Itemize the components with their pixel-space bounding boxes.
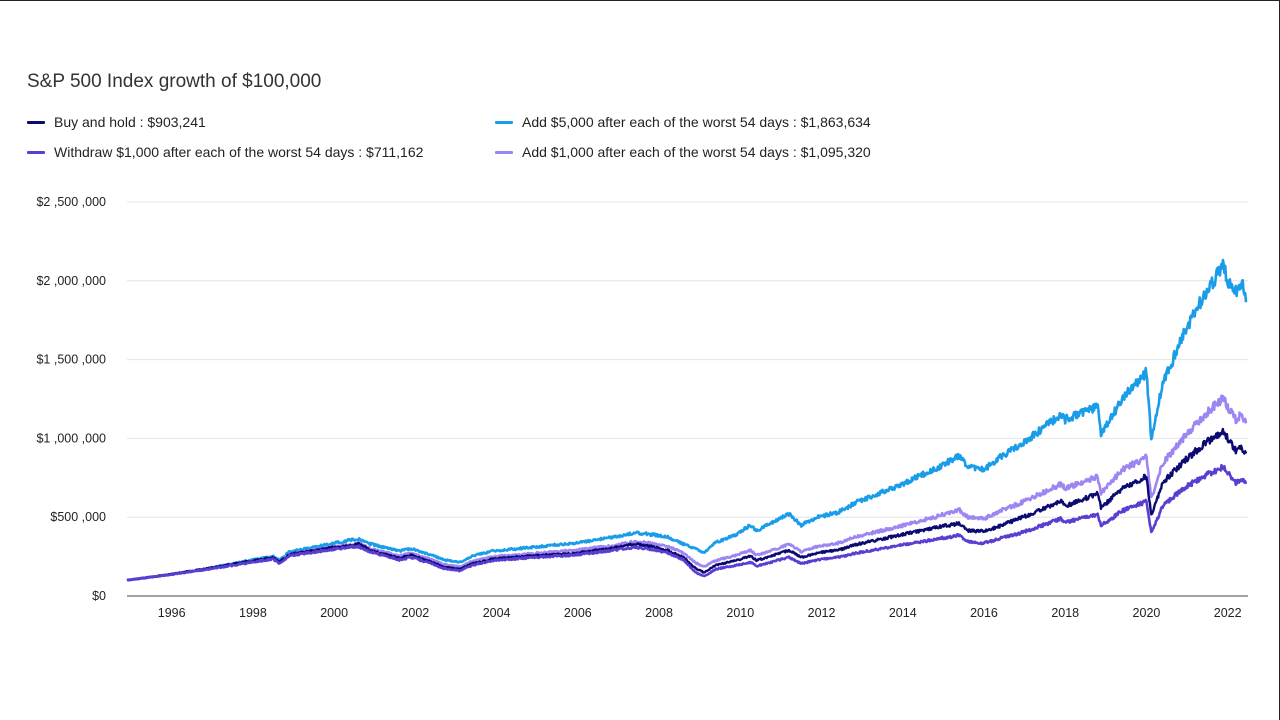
x-tick-label: 2004 — [483, 606, 511, 620]
x-tick-label: 1998 — [239, 606, 267, 620]
legend-item-withdraw-1000: Withdraw $1,000 after each of the worst … — [27, 144, 423, 160]
x-tick-label: 2016 — [970, 606, 998, 620]
x-tick-label: 2008 — [645, 606, 673, 620]
chart-title: S&P 500 Index growth of $100,000 — [27, 71, 322, 92]
y-tick-label: $500 ,000 — [50, 510, 106, 524]
x-tick-label: 2006 — [564, 606, 592, 620]
y-tick-label: $1 ,500 ,000 — [36, 353, 106, 367]
legend-swatch-add-1000 — [495, 150, 513, 154]
y-tick-label: $2 ,000 ,000 — [36, 274, 106, 288]
legend-label-add-5000: Add $5,000 after each of the worst 54 da… — [522, 114, 871, 130]
legend-swatch-add-5000 — [495, 120, 513, 124]
x-tick-label: 1996 — [158, 606, 186, 620]
x-tick-label: 2020 — [1133, 606, 1161, 620]
legend-item-add-5000: Add $5,000 after each of the worst 54 da… — [495, 114, 871, 130]
grid-lines — [127, 201, 1248, 597]
y-axis: $0 $500 ,000 $1 ,000 ,000 $1 ,500 ,000 $2 ,0… — [36, 195, 106, 603]
x-tick-label: 2012 — [808, 606, 836, 620]
x-tick-label: 2010 — [726, 606, 754, 620]
y-tick-label: $2 ,500 ,000 — [36, 195, 106, 209]
legend-label-add-1000: Add $1,000 after each of the worst 54 da… — [522, 144, 871, 160]
x-tick-label: 2002 — [401, 606, 429, 620]
y-tick-label: $1 ,000 ,000 — [36, 431, 106, 445]
series-line-add-5000 — [126, 258, 1248, 582]
x-tick-label: 2000 — [320, 606, 348, 620]
series-line-withdraw-1000 — [126, 463, 1248, 582]
series-lines — [126, 258, 1248, 582]
y-tick-label: $0 — [92, 589, 106, 603]
x-tick-label: 2014 — [889, 606, 917, 620]
legend-item-add-1000: Add $1,000 after each of the worst 54 da… — [495, 144, 871, 160]
x-tick-label: 2022 — [1214, 606, 1242, 620]
legend-swatch-withdraw-1000 — [27, 150, 45, 154]
x-axis: 1996 1998 2000 2002 2004 2006 2008 2010 2012 2014… — [158, 606, 1242, 620]
legend: Buy and hold : $903,241 Add $5,000 after… — [27, 114, 1027, 174]
legend-swatch-buy-and-hold — [27, 120, 45, 124]
legend-item-buy-and-hold: Buy and hold : $903,241 — [27, 114, 206, 130]
legend-label-buy-and-hold: Buy and hold : $903,241 — [54, 114, 206, 130]
legend-label-withdraw-1000: Withdraw $1,000 after each of the worst … — [54, 144, 424, 160]
x-tick-label: 2018 — [1051, 606, 1079, 620]
